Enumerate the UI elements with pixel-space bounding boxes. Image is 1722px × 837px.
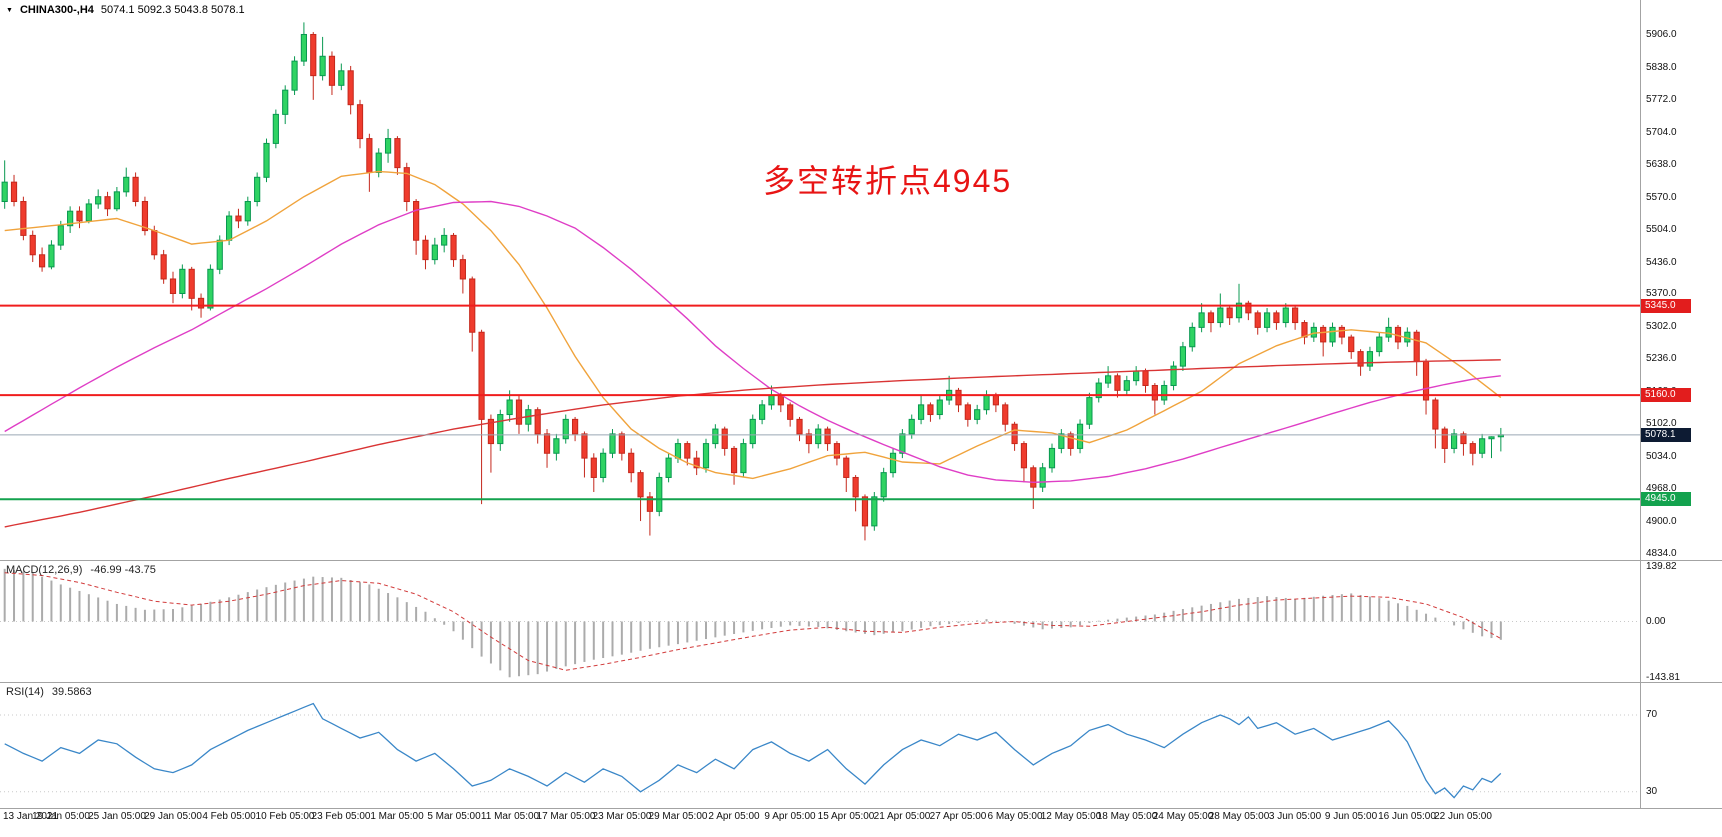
time-axis[interactable]: 13 Jan 2021 19 Jan 05:00 25 Jan 05:00 29 Ja… [0, 809, 1722, 837]
date-label: 29 Mar 05:00 [648, 811, 708, 822]
price-axis-label: 5370.0 [1646, 288, 1677, 299]
price-axis-label: 4834.0 [1646, 548, 1677, 559]
macd-panel[interactable]: MACD(12,26,9) -46.99 -43.75 [0, 561, 1722, 682]
price-axis[interactable]: 5906.0 5838.0 5772.0 5704.0 5638.0 5570.0 5504… [1640, 0, 1722, 808]
panel-separator [0, 560, 1722, 561]
price-axis-label: 5436.0 [1646, 257, 1677, 268]
date-label: 2 Apr 05:00 [708, 811, 760, 822]
window-marker-icon: ▼ [6, 6, 13, 14]
macd-values: -46.99 -43.75 [90, 564, 156, 576]
price-axis-label: 5704.0 [1646, 127, 1677, 138]
price-axis-label: 5504.0 [1646, 224, 1677, 235]
candlestick-series[interactable] [1, 22, 1504, 541]
horizontal-levels[interactable] [0, 304, 1640, 501]
rsi-label: RSI(14) 39.5863 [6, 686, 92, 698]
macd-scale-label: -143.81 [1646, 672, 1680, 683]
rsi-level-label: 70 [1646, 709, 1658, 720]
panel-separator [0, 682, 1722, 683]
price-axis-label: 5570.0 [1646, 192, 1677, 203]
date-label: 4 Feb 05:00 [202, 811, 256, 822]
macd-scale-label: 139.82 [1646, 561, 1677, 572]
candlestick-chart[interactable] [0, 0, 1640, 560]
date-label: 9 Jun 05:00 [1324, 811, 1378, 822]
price-axis-label: 5838.0 [1646, 62, 1677, 73]
macd-histogram [3, 568, 1502, 678]
price-tag: 5160.0 [1641, 388, 1691, 402]
price-axis-label: 4968.0 [1646, 483, 1677, 494]
price-axis-label: 4900.0 [1646, 516, 1677, 527]
price-axis-label: 5302.0 [1646, 321, 1677, 332]
price-axis-label: 5772.0 [1646, 94, 1677, 105]
price-axis-label: 5034.0 [1646, 451, 1677, 462]
date-label: 9 Apr 05:00 [764, 811, 816, 822]
panel-separator [0, 808, 1722, 809]
date-label: 3 Jun 05:00 [1268, 811, 1322, 822]
macd-chart[interactable] [0, 561, 1640, 682]
ma-fast-line [4, 170, 1502, 480]
date-label: 6 May 05:00 [987, 811, 1043, 822]
price-axis-label: 5236.0 [1646, 353, 1677, 364]
date-label: 29 Jan 05:00 [144, 811, 202, 822]
date-label: 10 Feb 05:00 [255, 811, 315, 822]
macd-name: MACD(12,26,9) [6, 564, 83, 576]
date-label: 22 Jun 05:00 [1434, 811, 1492, 822]
rsi-panel[interactable]: RSI(14) 39.5863 [0, 683, 1722, 808]
ohlc-values: 5074.1 5092.3 5043.8 5078.1 [100, 4, 245, 16]
date-label: 25 Jan 05:00 [88, 811, 146, 822]
date-label: 19 Jan 05:00 [32, 811, 90, 822]
date-label: 28 May 05:00 [1208, 811, 1270, 822]
date-label: 21 Apr 05:00 [873, 811, 931, 822]
price-axis-border [1640, 0, 1641, 808]
macd-label: MACD(12,26,9) -46.99 -43.75 [6, 564, 156, 576]
price-tag: 5345.0 [1641, 299, 1691, 313]
rsi-value: 39.5863 [51, 686, 92, 698]
date-label: 12 May 05:00 [1040, 811, 1102, 822]
date-label: 23 Feb 05:00 [311, 811, 371, 822]
price-tag: 5078.1 [1641, 428, 1691, 442]
date-label: 15 Apr 05:00 [817, 811, 875, 822]
price-axis-label: 5102.0 [1646, 418, 1677, 429]
date-label: 11 Mar 05:00 [480, 811, 540, 822]
symbol-label: CHINA300-,H4 [19, 4, 94, 16]
date-label: 17 Mar 05:00 [536, 811, 596, 822]
date-label: 1 Mar 05:00 [370, 811, 424, 822]
symbol-header: ▼ CHINA300-,H4 5074.1 5092.3 5043.8 5078… [6, 4, 245, 16]
date-label: 23 Mar 05:00 [592, 811, 652, 822]
price-tag: 4945.0 [1641, 492, 1691, 506]
rsi-level-label: 30 [1646, 786, 1658, 797]
rsi-chart[interactable] [0, 683, 1640, 808]
price-axis-label: 5906.0 [1646, 29, 1677, 40]
date-label: 16 Jun 05:00 [1378, 811, 1436, 822]
date-label: 27 Apr 05:00 [929, 811, 987, 822]
date-label: 24 May 05:00 [1152, 811, 1214, 822]
ma-slow-line [4, 359, 1501, 528]
date-label: 18 May 05:00 [1096, 811, 1158, 822]
macd-scale-label: 0.00 [1646, 616, 1666, 627]
price-axis-label: 5638.0 [1646, 159, 1677, 170]
chart-annotation-text: 多空转折点4945 [763, 163, 1013, 199]
macd-signal-line [4, 572, 1502, 671]
date-label: 5 Mar 05:00 [427, 811, 481, 822]
main-chart-panel[interactable]: ▼ CHINA300-,H4 5074.1 5092.3 5043.8 5078… [0, 0, 1722, 560]
date-label: 13 Jan 2021 [3, 811, 59, 822]
rsi-name: RSI(14) [6, 686, 44, 698]
ma-mid-line [4, 200, 1501, 484]
rsi-line [4, 702, 1502, 799]
